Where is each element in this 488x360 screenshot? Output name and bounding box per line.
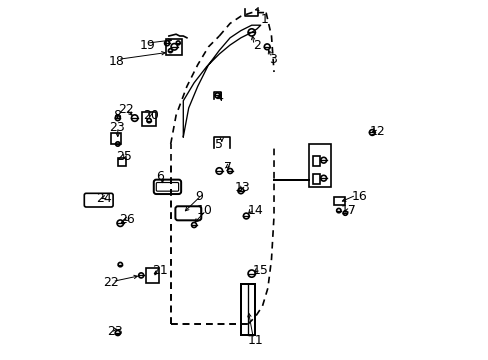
Text: 2: 2 [253,39,261,51]
Text: 19: 19 [139,39,155,51]
Text: 17: 17 [340,204,356,217]
Text: 10: 10 [197,204,212,217]
Bar [166,39,182,55]
Text: 26: 26 [120,213,135,226]
Text: 21: 21 [152,264,167,276]
Text: 7: 7 [224,161,232,174]
Text: 22: 22 [103,276,119,289]
Bar [312,174,320,184]
Text: 16: 16 [351,190,367,203]
Text: 25: 25 [116,150,132,163]
Text: 12: 12 [369,125,385,138]
Bar [118,158,125,166]
Text: 13: 13 [234,181,250,194]
Text: 4: 4 [215,91,223,104]
Text: 14: 14 [247,204,263,217]
Bar [142,112,156,126]
Text: 5: 5 [215,138,223,150]
Text: 23: 23 [107,325,122,338]
Text: 22: 22 [118,103,133,116]
Text: 11: 11 [247,334,263,347]
Text: 6: 6 [156,170,163,183]
Text: 1: 1 [260,13,268,26]
Bar [111,133,121,144]
Bar [241,284,255,335]
Text: 15: 15 [252,264,268,276]
Text: 18: 18 [108,55,124,68]
Text: 24: 24 [96,192,112,204]
Text: 3: 3 [269,53,277,66]
Text: 20: 20 [142,109,159,122]
Bar [309,144,330,187]
Bar [334,197,344,205]
Text: 9: 9 [195,190,203,203]
Bar [145,268,159,283]
Text: 23: 23 [109,121,124,134]
Bar [312,156,320,166]
Text: 8: 8 [112,109,121,122]
